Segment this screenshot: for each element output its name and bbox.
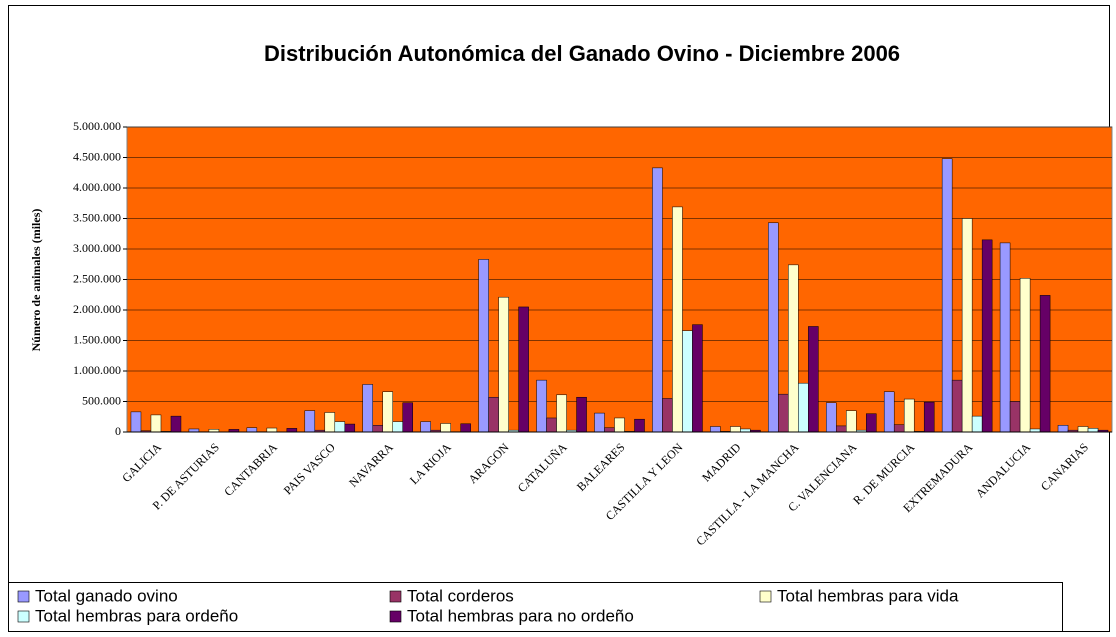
- y-tick-label: 500.000: [82, 393, 121, 407]
- y-tick-label: 4.500.000: [73, 149, 121, 163]
- bar: [982, 240, 992, 432]
- legend-swatch: [18, 611, 29, 622]
- bar: [826, 403, 836, 432]
- bar: [942, 159, 952, 432]
- bar: [267, 428, 277, 432]
- y-tick-label: 1.000.000: [73, 363, 121, 377]
- bar: [305, 411, 315, 432]
- bar: [1000, 243, 1010, 432]
- bar: [577, 397, 587, 432]
- bar: [836, 426, 846, 432]
- y-tick-label: 3.500.000: [73, 210, 121, 224]
- bar: [547, 418, 557, 432]
- bar: [363, 384, 373, 432]
- bar: [682, 331, 692, 432]
- bar: [1088, 428, 1098, 432]
- legend-swatch: [390, 591, 401, 602]
- bar: [1040, 295, 1050, 432]
- legend-swatch: [760, 591, 771, 602]
- bar: [798, 383, 808, 432]
- bar: [1078, 427, 1088, 432]
- bar: [692, 325, 702, 432]
- bar: [403, 403, 413, 432]
- y-axis-label: Número de animales (miles): [29, 209, 43, 352]
- y-tick-label: 4.000.000: [73, 180, 121, 194]
- bar: [884, 392, 894, 432]
- bar: [924, 402, 934, 432]
- legend-label: Total corderos: [407, 586, 514, 605]
- bar: [904, 399, 914, 432]
- bar: [151, 415, 161, 432]
- bar: [557, 395, 567, 432]
- bar: [788, 265, 798, 432]
- bar: [287, 428, 297, 432]
- y-tick-label: 3.000.000: [73, 241, 121, 255]
- bar: [131, 412, 141, 432]
- y-tick-label: 2.000.000: [73, 302, 121, 316]
- bar: [652, 168, 662, 432]
- legend-label: Total hembras para vida: [777, 586, 959, 605]
- bar: [710, 427, 720, 432]
- bar: [499, 297, 509, 432]
- legend-swatch: [18, 591, 29, 602]
- bar: [1010, 402, 1020, 433]
- legend-label: Total hembras para no ordeño: [407, 606, 634, 625]
- bar: [846, 411, 856, 432]
- bar: [662, 398, 672, 432]
- bar: [441, 423, 451, 432]
- bar: [778, 394, 788, 432]
- y-tick-label: 5.000.000: [73, 119, 121, 133]
- bar: [894, 425, 904, 432]
- bar: [672, 207, 682, 432]
- bar: [1020, 278, 1030, 432]
- bar: [373, 425, 383, 432]
- bar: [730, 427, 740, 432]
- bar: [383, 392, 393, 432]
- legend-label: Total ganado ovino: [35, 586, 178, 605]
- bar: [325, 412, 335, 432]
- bar: [519, 307, 529, 432]
- bar: [421, 422, 431, 432]
- legend-label: Total hembras para ordeño: [35, 606, 238, 625]
- y-tick-label: 0: [115, 424, 121, 438]
- bar: [1058, 425, 1068, 432]
- bar: [595, 413, 605, 432]
- bar: [479, 259, 489, 432]
- bar: [393, 422, 403, 432]
- bar: [866, 414, 876, 432]
- bar: [171, 416, 181, 432]
- bar: [972, 416, 982, 432]
- legend-swatch: [390, 611, 401, 622]
- y-tick-label: 2.500.000: [73, 271, 121, 285]
- bar: [461, 424, 471, 432]
- bar: [962, 219, 972, 433]
- bar: [952, 380, 962, 432]
- chart-title: Distribución Autonómica del Ganado Ovino…: [264, 41, 900, 66]
- bar: [615, 418, 625, 432]
- bar: [768, 223, 778, 432]
- bar: [635, 419, 645, 432]
- bar: [605, 428, 615, 432]
- bar: [335, 422, 345, 432]
- bar: [247, 428, 257, 432]
- bar: [537, 380, 547, 432]
- bar: [808, 326, 818, 432]
- bar: [345, 424, 355, 432]
- y-tick-label: 1.500.000: [73, 332, 121, 346]
- bar: [489, 397, 499, 432]
